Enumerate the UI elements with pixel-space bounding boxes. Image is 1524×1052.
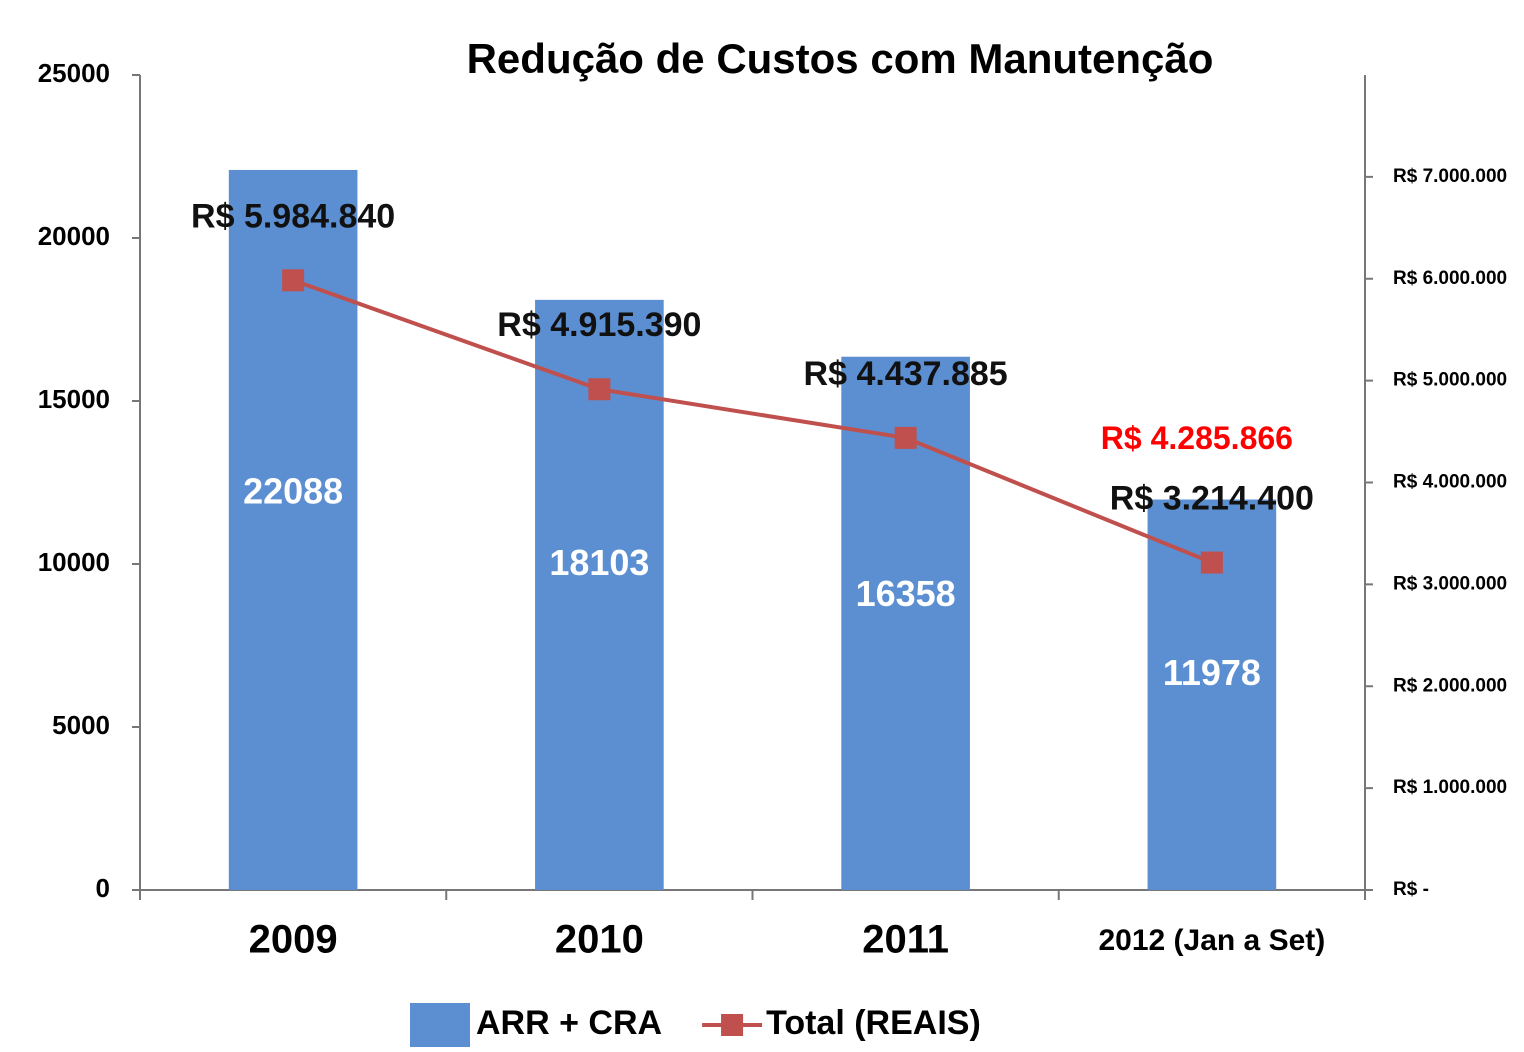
line-marker	[588, 378, 611, 401]
y-tick-label: 25000	[38, 58, 110, 88]
x-tick-label: 2010	[555, 918, 644, 962]
bar-value-label: 18103	[549, 542, 649, 583]
y2-tick-label: R$ 3.000.000	[1393, 573, 1507, 594]
line-marker	[894, 426, 917, 449]
x-tick-label: 2009	[249, 918, 338, 962]
legend-label: ARR + CRA	[476, 1004, 662, 1042]
y2-tick-label: R$ -	[1393, 879, 1429, 900]
y-tick-label: 0	[96, 873, 110, 903]
line-value-label: R$ 4.915.390	[497, 306, 701, 344]
bar-value-label: 22088	[243, 470, 343, 511]
y-tick-label: 15000	[38, 384, 110, 414]
line-marker	[1200, 551, 1223, 574]
line-value-label: R$ 3.214.400	[1110, 480, 1314, 518]
annotation: R$ 4.285.866	[1101, 420, 1293, 456]
y2-tick-label: R$ 2.000.000	[1393, 675, 1507, 696]
y2-tick-label: R$ 4.000.000	[1393, 472, 1507, 493]
y-tick-label: 10000	[38, 547, 110, 577]
bar-value-label: 11978	[1163, 652, 1261, 693]
legend-swatch	[410, 1003, 470, 1047]
y2-tick-label: R$ 5.000.000	[1393, 370, 1507, 391]
chart-title: Redução de Custos com Manutenção	[467, 35, 1214, 82]
line-value-label: R$ 5.984.840	[191, 197, 395, 235]
x-tick-label: 2012 (Jan a Set)	[1098, 924, 1325, 957]
y-tick-label: 20000	[38, 221, 110, 251]
y-tick-label: 5000	[52, 710, 110, 740]
x-tick-label: 2011	[862, 918, 949, 962]
line	[292, 278, 1213, 565]
bar-value-label: 16358	[856, 573, 956, 614]
y2-tick-label: R$ 6.000.000	[1393, 268, 1507, 289]
y2-tick-label: R$ 7.000.000	[1393, 166, 1507, 187]
legend-label: Total (REAIS)	[766, 1004, 981, 1042]
y2-tick-label: R$ 1.000.000	[1393, 777, 1507, 798]
line-marker	[282, 269, 305, 292]
legend-marker	[721, 1014, 744, 1036]
line-value-label: R$ 4.437.885	[804, 355, 1008, 393]
